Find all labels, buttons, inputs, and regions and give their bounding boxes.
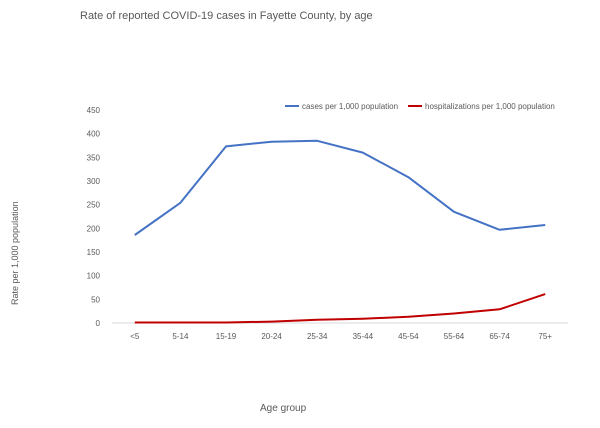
- chart-title: Rate of reported COVID-19 cases in Fayet…: [80, 10, 373, 22]
- series-line-1: [134, 139, 546, 236]
- x-axis-label: Age group: [260, 403, 307, 414]
- y-tick-label: 150: [87, 248, 101, 257]
- x-tick-label: 35-44: [353, 332, 374, 341]
- x-tick-label: 25-34: [307, 332, 328, 341]
- x-tick-label: 55-64: [444, 332, 465, 341]
- y-tick-label: 350: [87, 153, 101, 162]
- y-tick-label: 450: [87, 106, 101, 115]
- y-tick-label: 300: [87, 177, 101, 186]
- legend-label-1: cases per 1,000 population: [302, 102, 398, 111]
- x-tick-label: 65-74: [489, 332, 510, 341]
- y-tick-label: 50: [91, 295, 100, 304]
- y-tick-label: 250: [87, 201, 101, 210]
- y-tick-label: 400: [87, 130, 101, 139]
- x-tick-label: <5: [130, 332, 140, 341]
- x-tick-label: 75+: [538, 332, 552, 341]
- series-line-2: [134, 293, 546, 324]
- x-tick-label: 45-54: [398, 332, 419, 341]
- x-tick-label: 20-24: [261, 332, 282, 341]
- y-tick-label: 0: [96, 319, 101, 328]
- y-tick-label: 100: [87, 272, 101, 281]
- x-tick-label: 15-19: [216, 332, 237, 341]
- x-tick-label: 5-14: [172, 332, 189, 341]
- legend-label-2: hospitalizations per 1,000 population: [425, 102, 555, 111]
- y-tick-label: 200: [87, 224, 101, 233]
